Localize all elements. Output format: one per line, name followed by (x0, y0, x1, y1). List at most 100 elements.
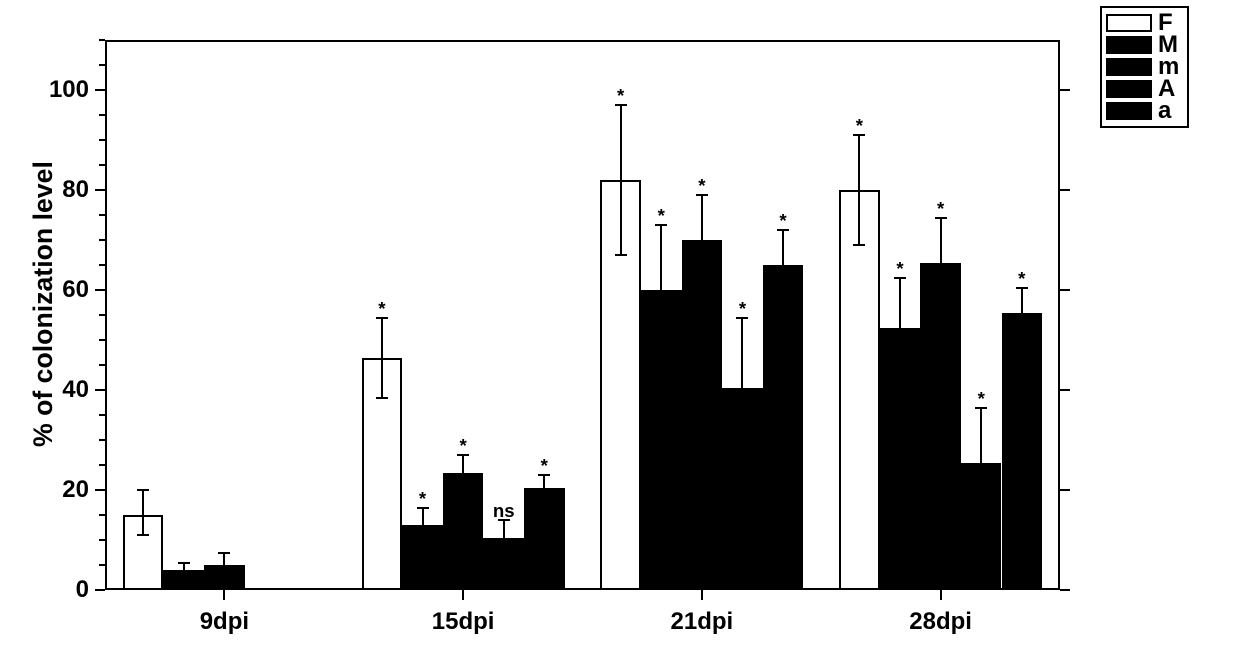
errorbar-cap (376, 397, 388, 399)
significance-marker: * (684, 175, 720, 197)
legend-swatch (1106, 102, 1152, 120)
significance-marker: * (364, 298, 400, 320)
ytick-minor (99, 314, 105, 316)
ytick-major-right (1060, 289, 1070, 291)
legend: FMmAa (1100, 6, 1189, 128)
bar-M (641, 290, 682, 590)
ytick-major-right (1060, 189, 1070, 191)
ytick-major (95, 389, 105, 391)
colonization-bar-chart: % of colonization level 0 20 40 60 80 100 9dpi1… (0, 0, 1239, 654)
ytick-minor (99, 64, 105, 66)
errorbar-upper (1021, 288, 1023, 313)
ytick-major (95, 289, 105, 291)
ytick-minor (99, 114, 105, 116)
significance-marker: * (724, 298, 760, 320)
errorbar-upper (183, 563, 185, 571)
significance-marker: * (526, 455, 562, 477)
errorbar-upper (701, 195, 703, 240)
ytick-minor (99, 514, 105, 516)
legend-row: a (1106, 100, 1179, 122)
xcategory-label: 15dpi (344, 608, 583, 636)
errorbar-upper (980, 408, 982, 463)
errorbar-upper (858, 135, 860, 190)
ytick-minor (99, 164, 105, 166)
bar-m (443, 473, 484, 591)
errorbar-upper (940, 218, 942, 263)
errorbar-upper (142, 490, 144, 515)
ytick-label: 80 (35, 176, 89, 204)
significance-marker: * (765, 210, 801, 232)
significance-marker: * (1004, 268, 1040, 290)
errorbar-cap (137, 534, 149, 536)
bar-M (880, 328, 921, 591)
ytick-major-right (1060, 389, 1070, 391)
errorbar-upper (462, 455, 464, 473)
bar-A (961, 463, 1002, 591)
errorbar-cap (853, 244, 865, 246)
ytick-minor (99, 339, 105, 341)
ytick-major-right (1060, 489, 1070, 491)
ytick-major (95, 589, 105, 591)
errorbar-cap (218, 552, 230, 554)
ytick-minor (99, 414, 105, 416)
xtick (223, 590, 225, 600)
bar-m (204, 565, 245, 590)
bar-m (920, 263, 961, 591)
bar-m (682, 240, 723, 590)
errorbar-upper (503, 520, 505, 538)
bar-A (483, 538, 524, 591)
legend-swatch (1106, 80, 1152, 98)
bar-M (402, 525, 443, 590)
errorbar-lower (142, 515, 144, 535)
bar-a (763, 265, 804, 590)
ytick-major (95, 489, 105, 491)
errorbar-upper (381, 318, 383, 358)
ytick-label: 60 (35, 276, 89, 304)
bar-M (163, 570, 204, 590)
ytick-minor (99, 239, 105, 241)
legend-swatch (1106, 58, 1152, 76)
ytick-minor (99, 364, 105, 366)
errorbar-upper (741, 318, 743, 388)
errorbar-upper (660, 225, 662, 290)
errorbar-upper (223, 553, 225, 566)
errorbar-cap (178, 562, 190, 564)
significance-marker: * (882, 258, 918, 280)
errorbar-lower (858, 190, 860, 245)
significance-marker: ns (486, 500, 522, 522)
errorbar-cap (137, 489, 149, 491)
ytick-minor (99, 439, 105, 441)
errorbar-upper (422, 508, 424, 526)
ytick-major-right (1060, 89, 1070, 91)
ytick-major (95, 189, 105, 191)
ytick-minor (99, 39, 105, 41)
y-axis-label: % of colonization level (28, 161, 59, 447)
xtick (701, 590, 703, 600)
ytick-label: 40 (35, 376, 89, 404)
significance-marker: * (841, 115, 877, 137)
ytick-minor (99, 264, 105, 266)
bar-a (524, 488, 565, 591)
significance-marker: * (923, 198, 959, 220)
legend-swatch (1106, 36, 1152, 54)
significance-marker: * (963, 388, 999, 410)
xcategory-label: 21dpi (583, 608, 822, 636)
ytick-minor (99, 214, 105, 216)
xtick (462, 590, 464, 600)
legend-swatch (1106, 14, 1152, 32)
significance-marker: * (445, 435, 481, 457)
xcategory-label: 28dpi (821, 608, 1060, 636)
ytick-label: 100 (35, 76, 89, 104)
legend-label: a (1158, 97, 1171, 125)
ytick-major-right (1060, 589, 1070, 591)
errorbar-upper (620, 105, 622, 180)
errorbar-upper (782, 230, 784, 265)
ytick-minor (99, 539, 105, 541)
ytick-label: 20 (35, 476, 89, 504)
bar-F (839, 190, 880, 590)
ytick-minor (99, 464, 105, 466)
ytick-label: 0 (35, 576, 89, 604)
ytick-minor (99, 564, 105, 566)
bar-a (1002, 313, 1043, 591)
xcategory-label: 9dpi (105, 608, 344, 636)
